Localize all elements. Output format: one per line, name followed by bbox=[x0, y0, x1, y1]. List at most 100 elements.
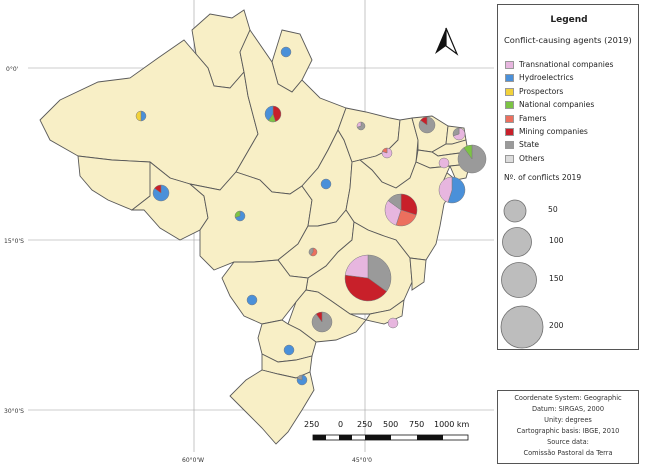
lon-label-45w: 45°0'0 bbox=[352, 457, 372, 464]
conflict-pie bbox=[438, 157, 450, 169]
map-canvas: 0°0' 15°0'S 30°0'S 60°0'W 45°0'0 bbox=[4, 0, 494, 464]
conflict-pie bbox=[283, 344, 295, 356]
scale-label-750: 750 bbox=[409, 420, 425, 429]
pie-slice bbox=[387, 193, 402, 211]
legend-swatch bbox=[505, 101, 514, 110]
pie-slice bbox=[381, 147, 393, 159]
map-panel: 0°0' 15°0'S 30°0'S 60°0'W 45°0'0 250 0 2… bbox=[4, 0, 494, 464]
state-rondonia bbox=[130, 161, 209, 241]
lat-label-15s: 15°0'S bbox=[4, 238, 24, 245]
pie-slice bbox=[246, 294, 258, 306]
conflict-pie bbox=[418, 116, 436, 134]
legend-title: Legend bbox=[550, 15, 588, 25]
legend-swatch bbox=[505, 87, 514, 96]
source-line-source-data: Source data: bbox=[547, 438, 589, 446]
conflict-pie bbox=[152, 184, 170, 202]
legend-label: National companies bbox=[519, 100, 595, 110]
conflict-pie bbox=[381, 147, 393, 159]
conflict-pie bbox=[452, 127, 466, 141]
source-line-datum: Datum: SIRGAS, 2000 bbox=[531, 405, 605, 413]
pie-slice bbox=[315, 311, 323, 323]
pie-slice bbox=[381, 147, 388, 154]
pie-slice bbox=[234, 210, 241, 218]
conflict-pie bbox=[344, 254, 392, 302]
pie-slice bbox=[420, 116, 428, 126]
pie-slice bbox=[463, 144, 473, 160]
pie-slice bbox=[280, 46, 292, 58]
pie-slice bbox=[387, 317, 399, 329]
conflict-pie bbox=[457, 144, 487, 174]
conflict-pies bbox=[135, 46, 487, 386]
state-espirito-santo bbox=[409, 257, 427, 291]
source-line-coordinate-system: Coordenate System: Geographic bbox=[514, 394, 622, 402]
pie-slice bbox=[296, 374, 303, 381]
lon-label-60w: 60°0'W bbox=[182, 457, 204, 464]
scale-label-250: 250 bbox=[357, 420, 373, 429]
pie-slice bbox=[308, 247, 314, 256]
conflict-pie bbox=[387, 317, 399, 329]
pie-slice bbox=[438, 176, 453, 203]
legend-label: Transnational companies bbox=[519, 60, 614, 69]
scale-label-500: 500 bbox=[383, 420, 399, 429]
conflict-pie bbox=[311, 311, 333, 333]
source-line-cartographic-basis: Cartographic basis: IBGE, 2010 bbox=[516, 427, 620, 435]
conflict-pie bbox=[356, 121, 366, 131]
pie-slice bbox=[367, 254, 392, 292]
scale-bar-graphic bbox=[312, 434, 469, 441]
pie-slice bbox=[296, 374, 308, 386]
legend-swatch bbox=[505, 141, 514, 150]
size-legend-title: Nº. of conflicts 2019 bbox=[504, 173, 582, 182]
legend-swatch bbox=[505, 114, 514, 123]
pie-slice bbox=[310, 247, 318, 257]
scale-label-0: 0 bbox=[338, 420, 344, 429]
pie-slice bbox=[135, 110, 142, 122]
north-arrow-icon bbox=[435, 27, 459, 56]
size-label-200: 200 bbox=[549, 321, 564, 330]
legend-swatch bbox=[505, 61, 514, 69]
conflict-pie bbox=[438, 176, 466, 204]
conflict-pie bbox=[280, 46, 292, 58]
pie-slice bbox=[400, 193, 418, 216]
size-circle-100 bbox=[502, 227, 532, 257]
size-circle-200 bbox=[500, 305, 544, 349]
brazil-states bbox=[39, 9, 471, 445]
source-line-unity: Unity: degrees bbox=[544, 416, 592, 424]
legend-label: Others bbox=[519, 153, 545, 163]
pie-slice bbox=[356, 121, 362, 128]
legend-label: Mining companies bbox=[519, 127, 588, 136]
pie-slice bbox=[438, 157, 450, 169]
conflict-pie bbox=[135, 110, 147, 122]
pie-slice bbox=[272, 105, 282, 122]
size-label-150: 150 bbox=[549, 274, 564, 283]
size-label-50: 50 bbox=[548, 205, 558, 214]
pie-slice bbox=[320, 178, 332, 190]
pie-slice bbox=[264, 105, 274, 121]
lat-label-0: 0°0' bbox=[6, 66, 19, 73]
size-label-100: 100 bbox=[549, 236, 564, 245]
size-legend-circles bbox=[500, 199, 544, 349]
conflict-pie bbox=[320, 178, 332, 190]
scale-bar: 250 0 250 500 750 1000 km bbox=[300, 420, 480, 450]
source-box: Coordenate System: Geographic Datum: SIR… bbox=[497, 390, 639, 464]
legend-subtitle: Conflict-causing agents (2019) bbox=[504, 35, 632, 45]
legend-swatch bbox=[505, 74, 514, 83]
conflict-pie bbox=[234, 210, 246, 222]
conflict-pie bbox=[308, 247, 318, 257]
size-circle-50 bbox=[503, 199, 527, 223]
conflict-pie bbox=[264, 105, 282, 123]
pie-slice bbox=[283, 344, 295, 356]
legend-label: Famers bbox=[519, 113, 547, 123]
conflict-pie bbox=[246, 294, 258, 306]
size-circle-150 bbox=[501, 262, 537, 298]
legend-label: State bbox=[519, 140, 540, 150]
state-rio-grande-do-sul bbox=[229, 369, 315, 445]
pie-slice bbox=[384, 200, 402, 226]
conflict-pie bbox=[296, 374, 308, 386]
pie-slice bbox=[344, 274, 387, 302]
conflict-pie bbox=[384, 193, 418, 227]
lat-label-30s: 30°0'S bbox=[4, 408, 24, 415]
legend-label: Prospectors bbox=[519, 86, 564, 96]
legend-box: Legend Conflict-causing agents (2019) Tr… bbox=[497, 4, 639, 350]
scale-label-250-left: 250 bbox=[304, 420, 320, 429]
scale-label-1000: 1000 km bbox=[434, 420, 470, 429]
